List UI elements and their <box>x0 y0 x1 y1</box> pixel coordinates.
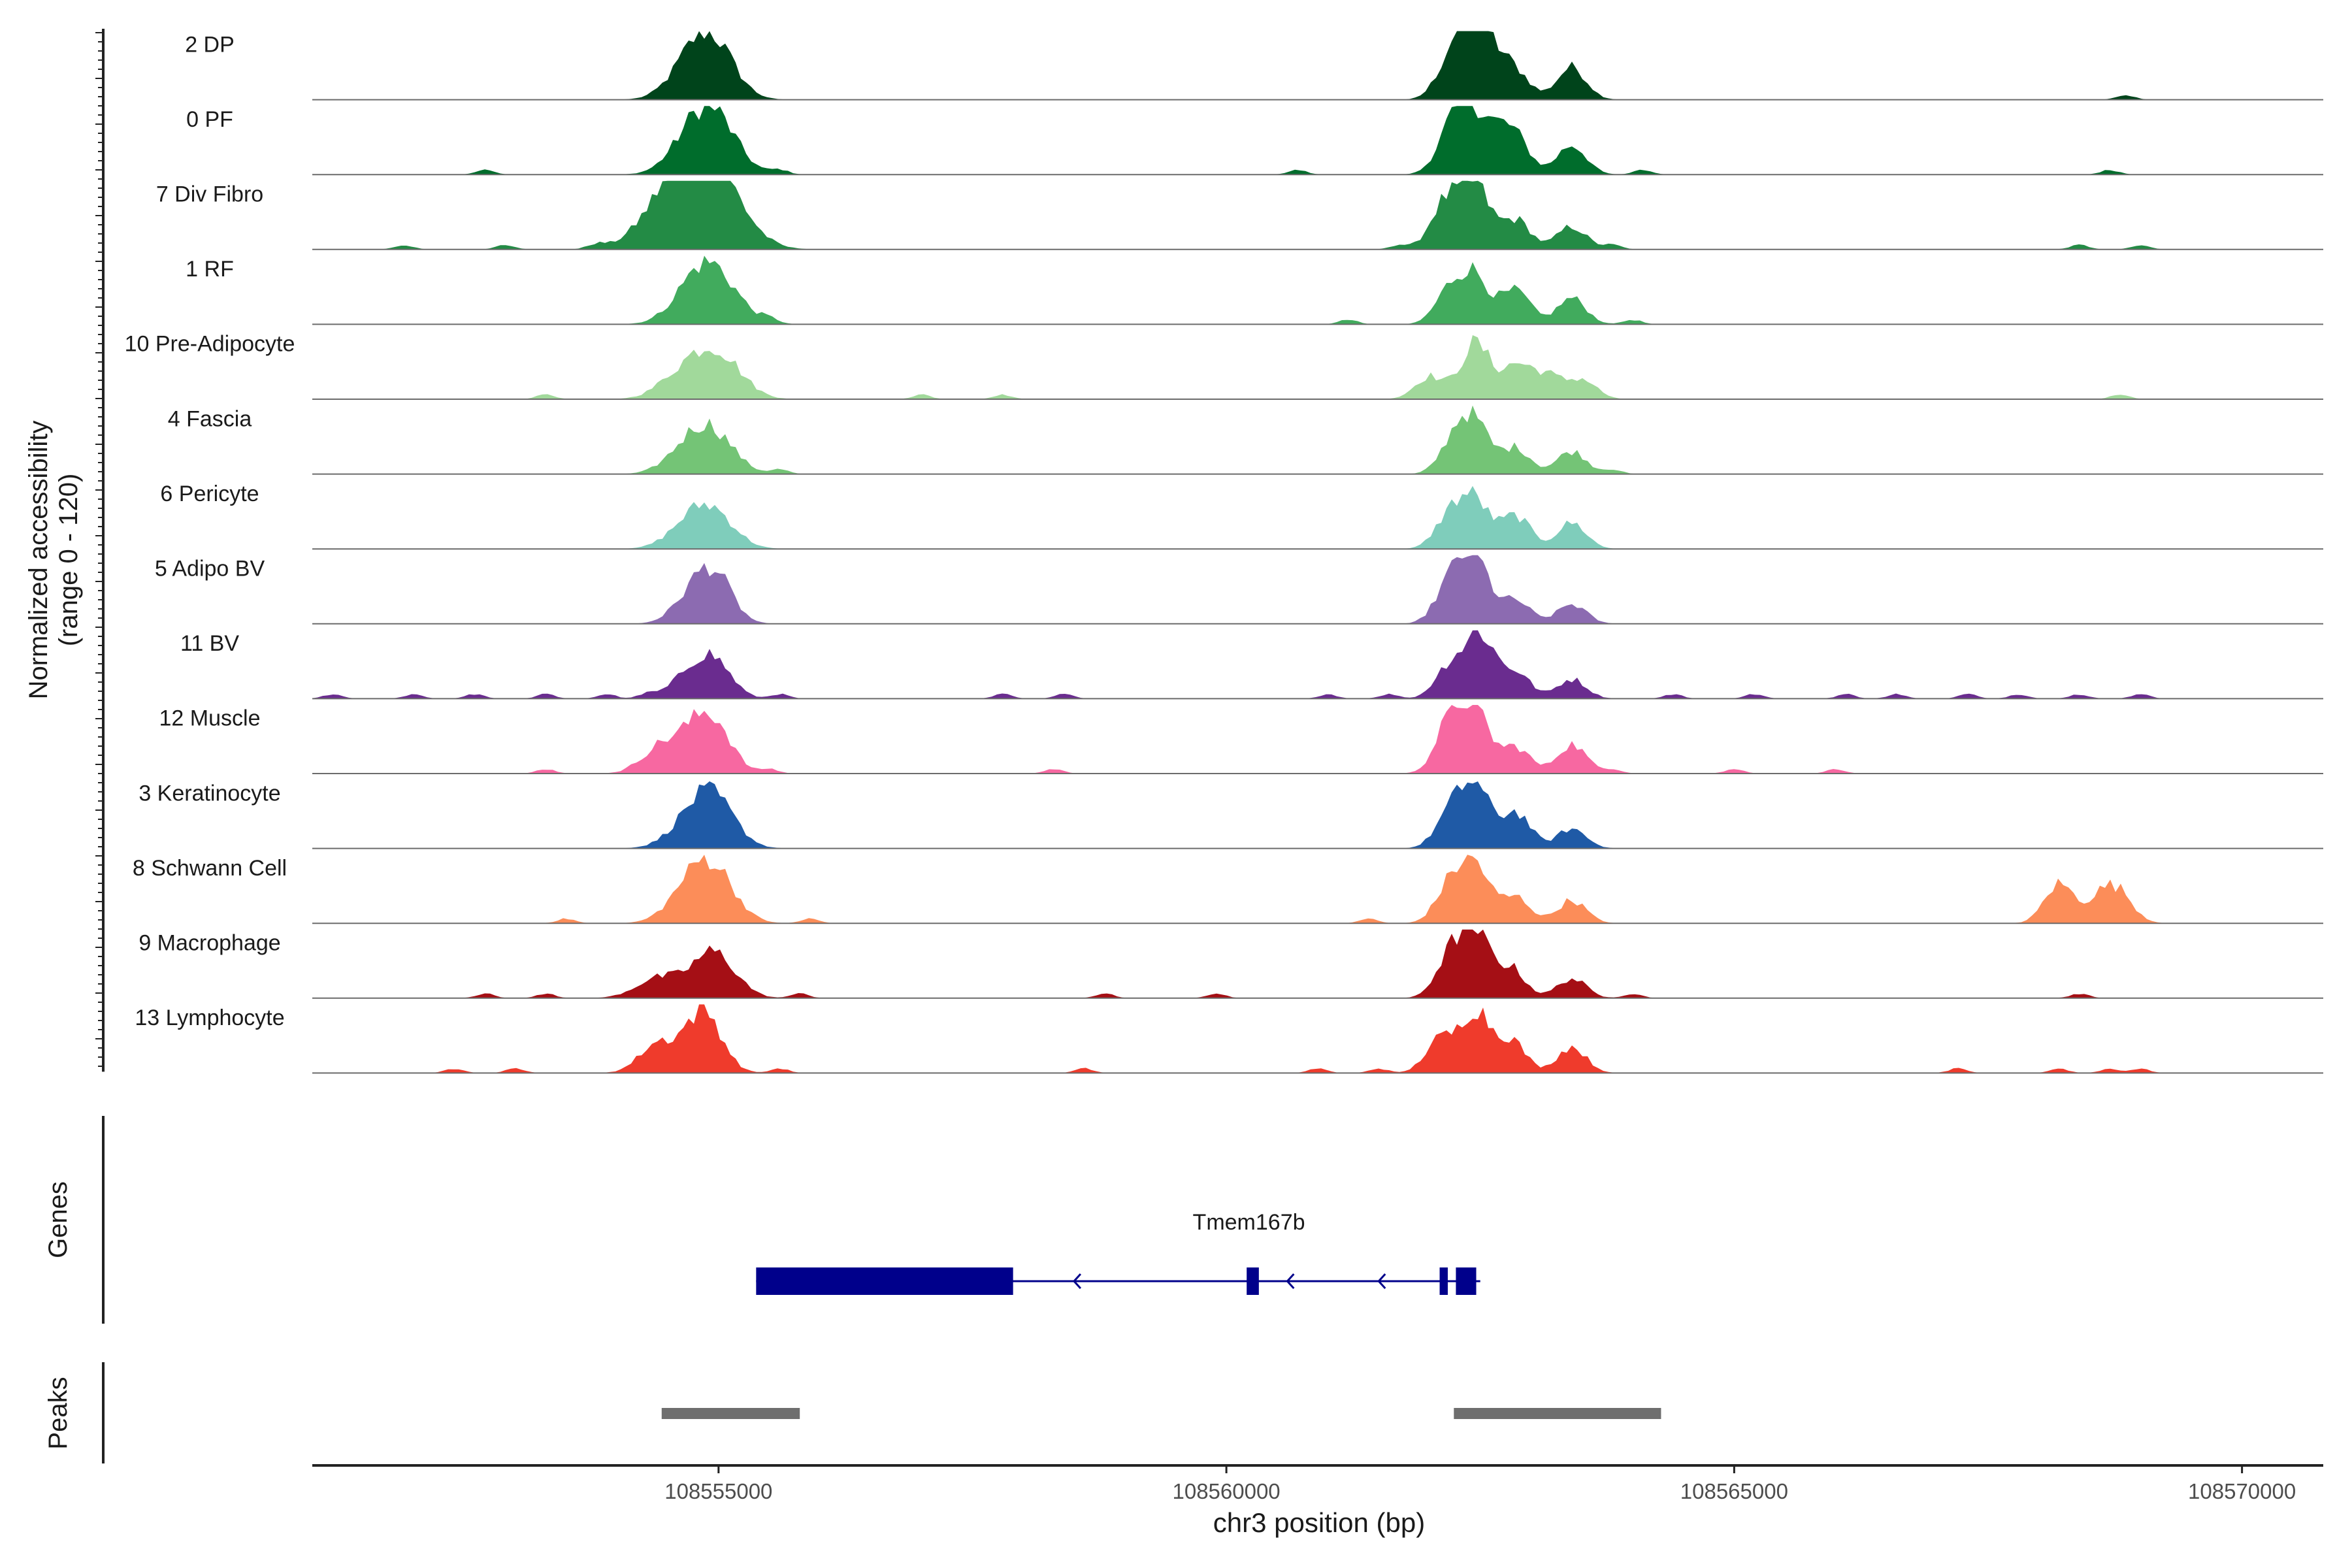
track-label: 3 Keratinocyte <box>139 781 280 806</box>
x-axis-title: chr3 position (bp) <box>1213 1507 1426 1538</box>
strand-arrow <box>1286 1273 1295 1290</box>
coverage-area <box>312 255 2325 325</box>
coverage-area <box>312 555 2325 624</box>
track-label: 6 Pericyte <box>160 482 259 506</box>
coverage-area <box>312 335 2325 399</box>
track-11-bv: 11 BV <box>180 630 2325 700</box>
peak-regions-track: Peaks <box>44 1362 1661 1463</box>
track-label: 10 Pre-Adipocyte <box>125 332 295 357</box>
track-label: 7 Div Fibro <box>156 182 263 207</box>
coverage-area <box>312 485 2325 549</box>
gene-annotation-track: Genes Tmem167b <box>44 1116 1480 1324</box>
coverage-area <box>312 929 2325 998</box>
track-4-fascia: 4 Fascia <box>168 405 2325 475</box>
track-3-keratinocyte: 3 Keratinocyte <box>139 781 2325 849</box>
x-tick-label: 108565000 <box>1680 1479 1788 1503</box>
track-2-dp: 2 DP <box>185 31 2325 101</box>
y-axis-title-line2: (range 0 - 120) <box>54 474 83 647</box>
accessibility-y-axis <box>95 29 105 1072</box>
track-label: 13 Lymphocyte <box>135 1005 284 1030</box>
track-label: 9 Macrophage <box>139 931 280 956</box>
x-tick-label: 108560000 <box>1172 1479 1280 1503</box>
genes-panel-label: Genes <box>44 1181 73 1258</box>
coverage-area <box>312 630 2325 699</box>
coverage-tracks: 2 DP 0 PF 7 Div Fibro 1 RF 10 Pre-Adipocyte 4… <box>125 31 2325 1074</box>
track-5-adipo-bv: 5 Adipo BV <box>155 555 2325 625</box>
track-label: 11 BV <box>180 631 239 656</box>
coverage-area <box>312 405 2325 474</box>
track-label: 8 Schwann Cell <box>133 856 287 881</box>
track-8-schwann-cell: 8 Schwann Cell <box>133 855 2325 924</box>
track-label: 1 RF <box>186 257 234 282</box>
track-7-div-fibro: 7 Div Fibro <box>156 180 2325 250</box>
track-13-lymphocyte: 13 Lymphocyte <box>135 1004 2325 1074</box>
y-axis-title-line1: Normalized accessibility <box>24 421 53 700</box>
x-tick-label: 108555000 <box>664 1479 772 1503</box>
coverage-area <box>312 31 2325 100</box>
gene-exon <box>1247 1267 1259 1295</box>
peak-region <box>661 1408 800 1419</box>
gene-exon <box>1456 1267 1477 1295</box>
track-6-pericyte: 6 Pericyte <box>160 482 2325 550</box>
coverage-area <box>312 705 2325 774</box>
peak-region <box>1454 1408 1661 1419</box>
track-9-macrophage: 9 Macrophage <box>139 929 2325 999</box>
track-1-rf: 1 RF <box>186 255 2325 325</box>
coverage-area <box>312 1004 2325 1073</box>
track-10-pre-adipocyte: 10 Pre-Adipocyte <box>125 332 2325 400</box>
track-0-pf: 0 PF <box>186 106 2325 176</box>
x-tick-label: 108570000 <box>2188 1479 2296 1503</box>
gene-name-label: Tmem167b <box>1193 1210 1305 1235</box>
track-label: 4 Fascia <box>168 406 252 431</box>
y-axis-title: Normalized accessibility (range 0 - 120) <box>24 421 83 700</box>
track-label: 12 Muscle <box>159 706 261 731</box>
track-label: 2 DP <box>185 32 235 57</box>
track-label: 5 Adipo BV <box>155 557 265 581</box>
strand-arrow <box>1072 1273 1082 1290</box>
genomic-x-axis: chr3 position (bp) 108555000 108560000 108… <box>312 1464 2323 1538</box>
coverage-area <box>312 180 2325 250</box>
track-12-muscle: 12 Muscle <box>159 705 2325 774</box>
coverage-area <box>312 855 2325 924</box>
coverage-area <box>312 781 2325 849</box>
peaks-panel-label: Peaks <box>44 1377 73 1449</box>
gene-exon <box>756 1267 1013 1295</box>
gene-exon <box>1439 1267 1448 1295</box>
coverage-area <box>312 106 2325 175</box>
strand-arrow <box>1377 1273 1386 1290</box>
track-label: 0 PF <box>186 107 233 132</box>
